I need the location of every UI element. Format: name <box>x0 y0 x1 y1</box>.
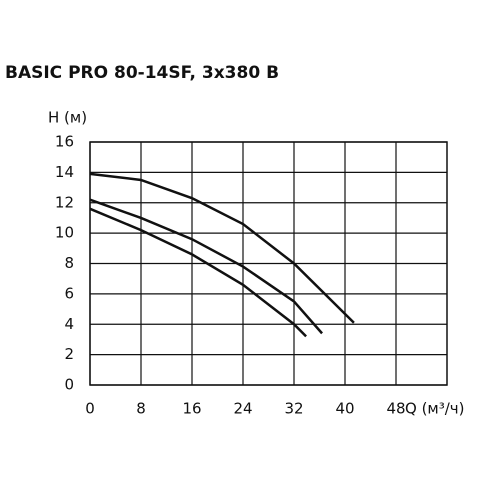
y-tick-label: 6 <box>64 284 74 302</box>
curve <box>89 207 307 338</box>
x-tick-label: 48 <box>386 400 405 418</box>
x-axis-label: Q (м³/ч) <box>405 400 465 418</box>
x-tick-label: 8 <box>136 400 146 418</box>
y-tick-label: 16 <box>55 133 74 151</box>
curve <box>89 172 355 324</box>
y-tick-label: 4 <box>64 315 74 333</box>
y-tick-label: 2 <box>64 345 74 363</box>
curve <box>89 198 323 335</box>
y-tick-label: 12 <box>55 193 74 211</box>
x-tick-label: 0 <box>85 400 95 418</box>
y-tick-label: 8 <box>64 254 74 272</box>
plot-frame <box>89 141 448 386</box>
y-tick-label: 0 <box>64 376 74 394</box>
x-tick-label: 16 <box>182 400 201 418</box>
chart-title: BASIC PRO 80-14SF, 3x380 B <box>5 63 279 83</box>
y-axis-label: H (м) <box>48 109 87 127</box>
x-tick-label: 24 <box>233 400 252 418</box>
y-tick-label: 10 <box>55 224 74 242</box>
x-tick-label: 40 <box>335 400 354 418</box>
x-tick-label: 32 <box>284 400 303 418</box>
y-tick-label: 14 <box>55 163 74 181</box>
